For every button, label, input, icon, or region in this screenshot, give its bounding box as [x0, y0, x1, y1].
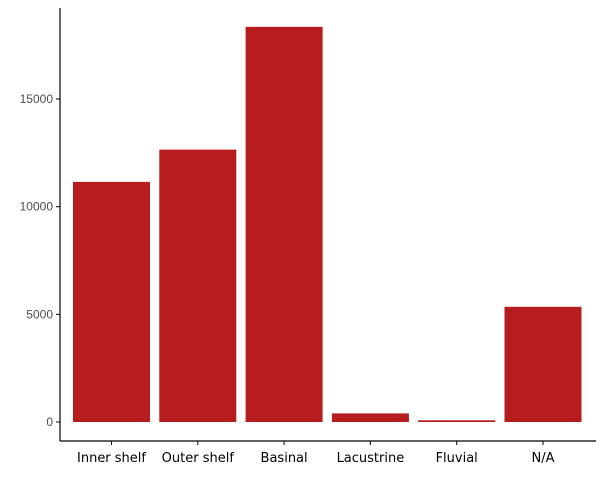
x-tick-label: Fluvial	[436, 451, 478, 466]
y-axis: 0 5000 10000 15000	[20, 8, 61, 441]
y-tick-label: 5000	[26, 307, 53, 321]
bar-n-a	[504, 306, 582, 422]
bar-inner-shelf	[73, 181, 150, 422]
y-tick-label: 15000	[20, 92, 54, 106]
y-tick-label: 0	[46, 415, 53, 429]
x-tick-label: Outer shelf	[162, 451, 235, 466]
bars-group	[73, 26, 582, 423]
x-axis: Inner shelf Outer shelf Basinal Lacustrine F…	[60, 440, 596, 466]
bar-basinal	[245, 26, 323, 423]
y-tick-label: 10000	[20, 200, 54, 214]
x-tick-label: Basinal	[261, 451, 308, 466]
bar-outer-shelf	[159, 149, 237, 422]
x-tick-label: N/A	[532, 451, 555, 466]
bar-lacustrine	[331, 413, 409, 422]
x-tick-label: Lacustrine	[337, 451, 405, 466]
bar-fluvial	[418, 420, 496, 422]
x-tick-label: Inner shelf	[77, 451, 146, 466]
